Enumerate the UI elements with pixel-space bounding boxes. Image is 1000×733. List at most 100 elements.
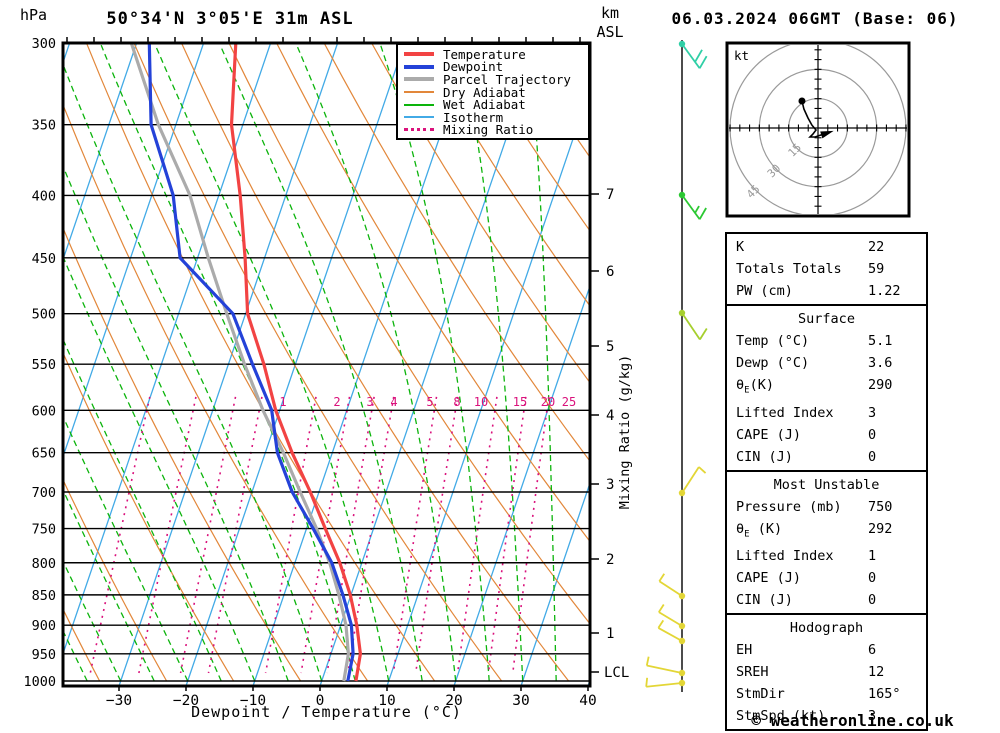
svg-text:0: 0 [316, 693, 325, 709]
svg-text:10: 10 [474, 395, 488, 409]
legend-swatch [404, 77, 434, 82]
sounding-profiles [129, 43, 362, 682]
table-row-label: θE (K) [736, 520, 783, 540]
svg-text:850: 850 [32, 588, 56, 604]
wind-barb [645, 656, 686, 677]
table-row-value: 165° [868, 686, 901, 703]
table-row-label: Lifted Index [736, 404, 834, 421]
svg-text:1: 1 [606, 626, 614, 642]
credit-label: © weatheronline.co.uk [751, 711, 954, 730]
svg-text:25: 25 [562, 395, 576, 409]
wind-barb [678, 309, 708, 341]
svg-text:950: 950 [32, 647, 56, 663]
legend-item-isotherm: Isotherm [404, 109, 584, 125]
legend-swatch [404, 128, 434, 132]
table-row-label: CAPE (J) [736, 570, 802, 587]
table-row-label: Dewp (°C) [736, 355, 810, 371]
table-row: PW (cm) 1.22 [727, 280, 926, 302]
table-row: StmDir 165° [727, 683, 926, 705]
svg-text:1: 1 [279, 395, 286, 409]
svg-text:8: 8 [453, 395, 460, 409]
wind-barb [657, 619, 686, 645]
svg-text:−10: −10 [240, 693, 266, 709]
table-row-value: 12 [868, 664, 885, 681]
hodograph-unit-label: kt [734, 48, 749, 63]
table-row: CAPE (J) 0 [727, 424, 926, 446]
hodograph-trace [801, 100, 828, 138]
table-row: CIN (J) 0 [727, 589, 926, 611]
wind-barb [658, 573, 686, 600]
svg-text:10: 10 [378, 693, 395, 709]
table-row-value: 292 [868, 520, 893, 537]
table-row-label: SREH [736, 664, 769, 681]
svg-text:20: 20 [445, 693, 462, 709]
legend-swatch [404, 52, 434, 57]
table-row-label: Temp (°C) [736, 333, 810, 349]
pressure-tick-labels: 300 350 400 450 500 550 600 650 700 750 800 850 900 9… [23, 36, 56, 690]
svg-text:40: 40 [579, 693, 596, 709]
table-row-value: 0 [868, 426, 877, 443]
table-row: Dewp (°C) 3.6 [727, 352, 926, 374]
svg-text:700: 700 [32, 485, 56, 501]
legend-item-wet-adiabat: Wet Adiabat [404, 97, 584, 112]
altitude-unit-km: km [600, 4, 620, 22]
table-row-value: 1.22 [868, 283, 901, 299]
table-row-label: StmSpd (kt) [736, 708, 826, 725]
svg-text:5: 5 [606, 339, 614, 355]
legend: Temperature Dewpoint Parcel Trajectory Dry … [396, 43, 590, 141]
table-row-label: CAPE (J) [736, 426, 802, 443]
table-row-value: 59 [868, 261, 885, 277]
svg-text:7: 7 [606, 187, 614, 203]
svg-text:900: 900 [32, 618, 56, 634]
table-section-header: Hodograph [789, 620, 864, 637]
page-title: 50°34'N 3°05'E 31m ASL [106, 9, 354, 29]
table-row-label: CIN (J) [736, 592, 793, 609]
table-row-label: Lifted Index [736, 548, 834, 565]
legend-item-mixing-ratio: Mixing Ratio [404, 122, 584, 138]
table-row-value: 6 [868, 642, 877, 659]
svg-text:550: 550 [32, 357, 56, 373]
legend-swatch [404, 116, 434, 119]
table-row-value: 3.6 [868, 355, 893, 371]
table-row: EH 6 [727, 639, 926, 661]
table-row-label: CIN (J) [736, 448, 793, 465]
table-row-label: StmDir [736, 686, 785, 703]
table-row: CIN (J) 0 [727, 446, 926, 468]
table-row-label: K [736, 239, 745, 255]
legend-swatch [404, 103, 434, 106]
table-row-label: Totals Totals [736, 261, 842, 277]
hodograph-trace-arrowhead [820, 130, 834, 139]
table-section-surface: Surface Temp (°C) 5.1 Dewp (°C) 3.6 θE(K) 290 L… [727, 304, 926, 470]
pressure-axis-unit: hPa [20, 6, 48, 24]
legend-label: Isotherm [443, 109, 504, 125]
wind-barb [678, 40, 708, 69]
table-row: Lifted Index 1 [727, 545, 926, 567]
wind-barb [678, 466, 707, 497]
profile-temperature [229, 43, 362, 682]
lcl-label: LCL [604, 665, 629, 681]
altitude-unit-asl: ASL [596, 23, 624, 41]
table-row-value: 22 [868, 239, 885, 255]
table-row-value: 0 [868, 592, 877, 609]
table-section-header: Surface [798, 311, 855, 327]
svg-text:3: 3 [366, 395, 373, 409]
legend-label: Mixing Ratio [443, 122, 534, 138]
table-row: StmSpd (kt) 3 [727, 705, 926, 727]
table-row: Temp (°C) 5.1 [727, 330, 926, 352]
table-section-most-unstable: Most Unstable Pressure (mb) 750 θE (K) 292 Li… [727, 469, 926, 614]
wind-barb [678, 191, 707, 220]
right-axis-label: Mixing Ratio (g/kg) [617, 355, 633, 509]
legend-label: Dry Adiabat [443, 84, 526, 100]
table-row: θE (K) 292 [727, 518, 926, 546]
table-section: K 22 Totals Totals 59 PW (cm) 1.22 [727, 234, 926, 304]
svg-text:800: 800 [32, 556, 56, 572]
svg-text:500: 500 [32, 307, 56, 323]
datetime-label: 06.03.2024 06GMT (Base: 06) [671, 9, 959, 28]
table-row-value: 1 [868, 548, 877, 565]
svg-text:400: 400 [32, 188, 56, 204]
svg-text:2: 2 [333, 395, 340, 409]
table-row-value: 3 [868, 708, 877, 725]
svg-text:650: 650 [32, 446, 56, 462]
